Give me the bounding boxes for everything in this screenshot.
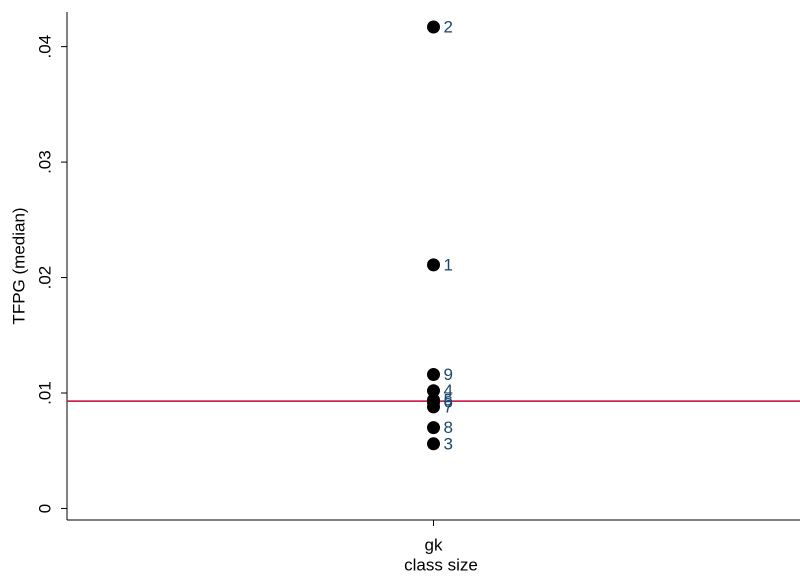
point-label: 1 <box>444 255 453 274</box>
point <box>427 421 440 435</box>
point <box>427 400 440 414</box>
point <box>427 437 440 451</box>
point <box>427 258 440 272</box>
point-label: 4 <box>444 381 453 400</box>
point-label: 8 <box>444 418 453 437</box>
point-label: 3 <box>444 434 453 453</box>
point-label: 7 <box>444 397 453 416</box>
point <box>427 384 440 398</box>
point-label: 5 <box>444 390 453 409</box>
point <box>427 368 440 382</box>
point-label: 6 <box>444 393 453 412</box>
y-tick-label: .03 <box>35 150 54 174</box>
y-tick-label: .02 <box>35 266 54 290</box>
y-tick-label: .01 <box>35 381 54 405</box>
point-label: 2 <box>444 17 453 36</box>
x-tick-label: gk <box>425 535 443 554</box>
y-axis-title: TFPG (median) <box>9 207 28 324</box>
y-tick-label: .04 <box>35 35 54 59</box>
y-tick-label: 0 <box>35 504 54 513</box>
point <box>427 20 440 34</box>
point-label: 9 <box>444 365 453 384</box>
x-axis-title: class size <box>404 555 478 574</box>
